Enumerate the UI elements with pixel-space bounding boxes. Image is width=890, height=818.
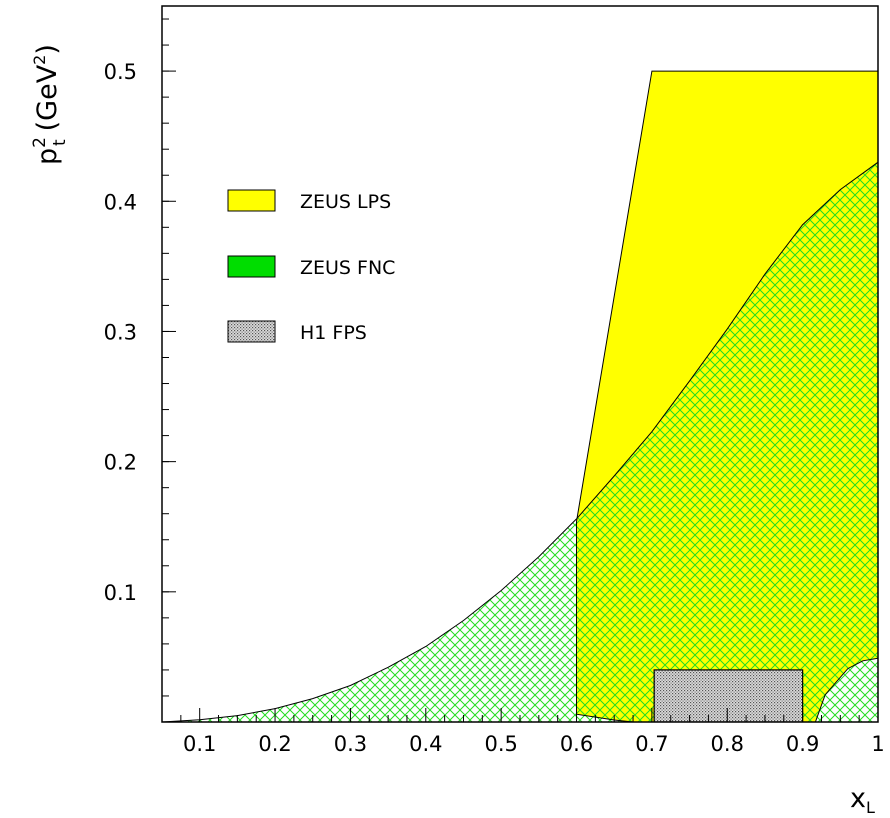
series-zeus-fnc-curve: [162, 161, 878, 722]
x-axis-title-sub: L: [866, 798, 875, 817]
x-axis-title: xL: [850, 783, 875, 817]
series-h1-fps-area: [653, 669, 804, 722]
x-tick-label: 0.5: [484, 732, 517, 756]
y-axis-title-sup: 2: [30, 137, 50, 148]
y-tick-label: 0.2: [104, 451, 137, 475]
y-axis-title-unit: (GeV: [32, 64, 63, 131]
y-tick-label: 0.5: [104, 60, 137, 84]
legend-swatch-zeus-fnc: [227, 255, 276, 278]
x-tick-label: 0.4: [409, 732, 442, 756]
legend-label-zeus-lps: ZEUS LPS: [300, 191, 391, 213]
legend-label-zeus-fnc: ZEUS FNC: [300, 257, 395, 279]
x-tick-label: 0.7: [635, 732, 668, 756]
y-axis-title-sub: t: [50, 139, 70, 146]
legend-swatch-zeus-lps: [227, 189, 276, 212]
x-tick-label: 0.6: [560, 732, 593, 756]
x-tick-label: 0.2: [258, 732, 291, 756]
x-tick-label: 1: [871, 732, 884, 756]
x-tick-label: 0.3: [334, 732, 367, 756]
plot-area: [162, 70, 878, 722]
x-tick-label: 0.1: [183, 732, 216, 756]
legend: ZEUS LPS ZEUS FNC H1 FPS: [227, 189, 395, 344]
legend-swatch-h1-fps: [227, 320, 276, 343]
axis-ticks: 0.1 0.2 0.3 0.4 0.5 0.6 0.7 0.8 0.9 1 0.1 0.2 0.3 0.4…: [104, 18, 885, 756]
legend-label-h1-fps: H1 FPS: [300, 322, 367, 344]
x-tick-label: 0.9: [786, 732, 819, 756]
series-zeus-fnc-corner: [814, 657, 878, 722]
y-axis-title-unit-close: ): [32, 44, 63, 55]
y-tick-label: 0.1: [104, 581, 137, 605]
series-zeus-fnc-area: [162, 162, 878, 722]
series-zeus-lps-top-edge: [576, 70, 878, 522]
x-tick-label: 0.8: [711, 732, 744, 756]
y-axis-title-main: p: [32, 148, 63, 165]
y-axis-title-unit-sup: 2: [30, 55, 49, 65]
y-tick-label: 0.3: [104, 320, 137, 344]
y-tick-label: 0.4: [104, 190, 137, 214]
x-axis-title-main: x: [850, 783, 866, 814]
y-axis-title: p2t(GeV2): [30, 44, 70, 165]
